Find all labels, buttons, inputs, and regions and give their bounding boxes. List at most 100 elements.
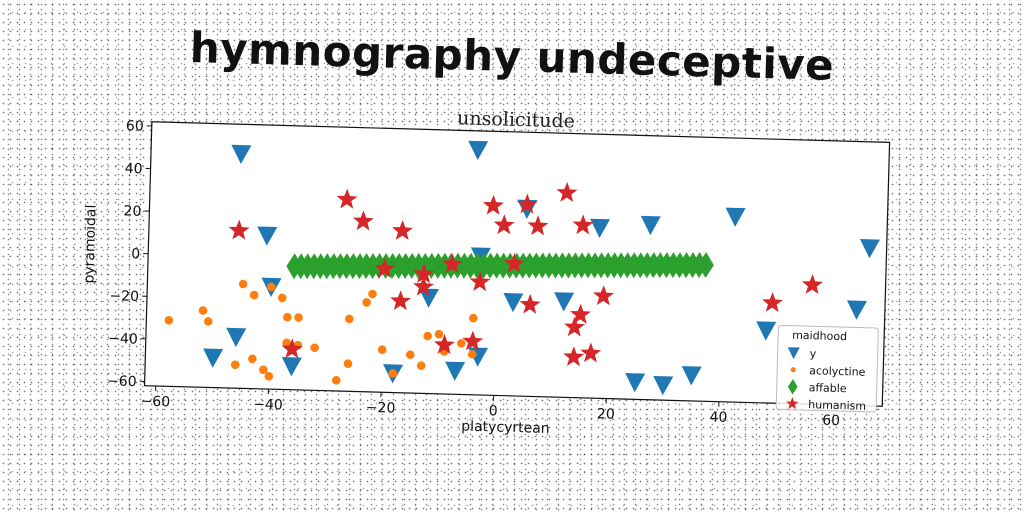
- data-point-acolyctine: [467, 350, 477, 359]
- legend-title: maidhood: [792, 329, 847, 344]
- data-point-y: [590, 218, 611, 238]
- data-markers: [164, 140, 880, 396]
- data-point-acolyctine: [331, 376, 341, 385]
- data-point-y: [653, 375, 674, 396]
- data-point-acolyctine: [230, 360, 240, 370]
- data-point-y: [226, 327, 247, 348]
- data-point-acolyctine: [377, 345, 387, 354]
- data-point-humanism: [441, 253, 463, 274]
- data-point-humanism: [556, 181, 578, 203]
- data-point-y: [281, 357, 302, 377]
- data-point-y: [681, 366, 702, 386]
- data-point-acolyctine: [266, 282, 276, 292]
- legend-label-acolyctine: acolyctine: [809, 364, 866, 379]
- data-point-humanism: [413, 263, 435, 284]
- x-tick-label: 20: [597, 406, 615, 422]
- x-tick-label: 0: [489, 403, 498, 419]
- data-point-humanism: [336, 188, 358, 209]
- data-point-y: [203, 348, 224, 368]
- y-axis-ticks: −60 −40 −20 0 20 40 60: [107, 118, 152, 390]
- data-point-acolyctine: [344, 314, 354, 324]
- legend-marker-affable: [787, 378, 798, 395]
- data-point-humanism: [390, 290, 412, 311]
- legend-items: y acolyctine affable humanism: [786, 347, 866, 413]
- data-point-humanism: [564, 316, 586, 337]
- data-point-acolyctine: [259, 365, 268, 375]
- data-point-humanism: [503, 252, 525, 273]
- data-point-acolyctine: [343, 359, 353, 368]
- data-point-humanism: [493, 214, 515, 235]
- legend-label-y: y: [809, 347, 816, 360]
- plot-group: unsolicitude −60 −40 −20 0 20 40 60 −60 −40 −20 0…: [81, 107, 891, 437]
- data-point-acolyctine: [264, 372, 274, 381]
- data-point-acolyctine: [204, 317, 213, 326]
- data-point-acolyctine: [248, 354, 257, 364]
- data-point-acolyctine: [368, 289, 377, 299]
- x-axis-ticks: −60 −40 −20 0 20 40 60: [140, 385, 840, 429]
- data-point-y: [640, 215, 661, 236]
- data-point-humanism: [433, 334, 455, 355]
- series-humanism: [228, 181, 823, 367]
- data-point-humanism: [482, 194, 504, 215]
- y-tick-label: −20: [109, 288, 139, 305]
- data-point-y: [725, 207, 746, 227]
- data-point-acolyctine: [294, 313, 303, 322]
- data-point-acolyctine: [310, 343, 319, 353]
- data-point-y: [846, 300, 867, 320]
- y-tick-label: −40: [108, 331, 138, 348]
- data-point-humanism: [527, 215, 549, 236]
- data-point-humanism: [572, 214, 594, 235]
- data-point-humanism: [469, 271, 491, 292]
- legend-marker-y: [787, 347, 800, 360]
- legend-marker-humanism: [786, 397, 799, 410]
- y-axis-label: pyramoidal: [81, 204, 99, 283]
- y-tick-label: 0: [131, 246, 140, 262]
- data-point-y: [470, 247, 491, 267]
- data-point-acolyctine: [405, 350, 415, 360]
- data-point-affable: [697, 252, 714, 279]
- data-point-acolyctine: [468, 313, 478, 323]
- data-point-acolyctine: [456, 339, 466, 348]
- y-tick-label: −60: [107, 373, 137, 390]
- data-point-humanism: [593, 285, 615, 306]
- data-point-acolyctine: [249, 290, 259, 300]
- data-point-humanism: [228, 219, 250, 240]
- data-point-humanism: [762, 292, 783, 313]
- data-point-humanism: [519, 293, 541, 314]
- x-tick-label: −40: [253, 397, 283, 414]
- series-affable: [286, 252, 714, 280]
- legend: maidhood y acolyctine affable humanism: [775, 324, 879, 413]
- data-point-y: [554, 292, 575, 312]
- x-axis-label: platycyrtean: [461, 419, 550, 437]
- data-point-acolyctine: [282, 338, 291, 348]
- data-point-humanism: [281, 338, 303, 359]
- chart-subtitle: unsolicitude: [457, 107, 575, 132]
- x-tick-label: −20: [366, 400, 396, 417]
- data-point-humanism: [563, 346, 585, 367]
- data-point-acolyctine: [388, 369, 398, 378]
- x-tick-label: −60: [140, 394, 170, 411]
- data-point-acolyctine: [164, 316, 174, 325]
- data-point-acolyctine: [238, 279, 248, 289]
- data-point-y: [419, 288, 440, 308]
- data-point-acolyctine: [277, 293, 287, 303]
- data-point-y: [231, 144, 252, 165]
- data-point-acolyctine: [423, 331, 432, 341]
- data-point-y: [445, 361, 466, 381]
- y-tick-label: 60: [126, 118, 144, 134]
- data-point-humanism: [413, 275, 434, 297]
- legend-marker-acolyctine: [790, 367, 796, 373]
- data-point-humanism: [580, 342, 602, 363]
- data-point-y: [625, 373, 646, 393]
- y-tick-label: 20: [123, 203, 141, 219]
- data-point-humanism: [374, 257, 396, 278]
- data-point-acolyctine: [198, 306, 208, 315]
- data-point-humanism: [352, 210, 374, 231]
- data-point-humanism: [462, 330, 484, 351]
- data-point-y: [257, 226, 278, 246]
- data-point-y: [859, 239, 880, 259]
- y-tick-label: 40: [125, 161, 143, 177]
- data-point-y: [756, 321, 777, 341]
- data-point-acolyctine: [362, 298, 371, 307]
